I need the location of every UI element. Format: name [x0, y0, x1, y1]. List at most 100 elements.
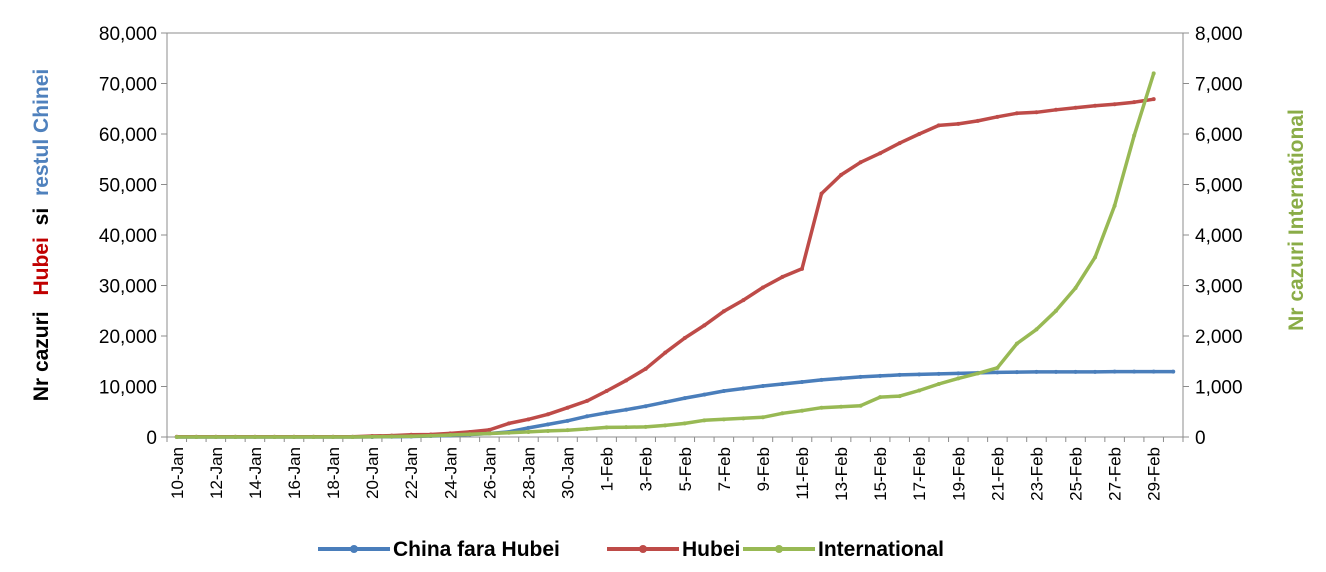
- series-3-point: [780, 411, 785, 416]
- series-1-point: [565, 418, 570, 423]
- series-3-point: [252, 435, 257, 439]
- y-axis-left-title-part-2: Hubei: [30, 237, 53, 295]
- series-1-point: [1093, 369, 1098, 374]
- series-1-point: [858, 374, 863, 379]
- series-3-point: [800, 408, 804, 413]
- series-3-point: [1093, 255, 1098, 260]
- series-3-point: [1151, 71, 1156, 76]
- y-right-tick-label: 8,000: [1195, 24, 1243, 45]
- series-3-point: [331, 435, 336, 439]
- series-3-point: [975, 371, 980, 376]
- series-1-point: [643, 404, 648, 409]
- y-right-tick-label: 1,000: [1195, 378, 1243, 399]
- series-3-point: [370, 434, 375, 439]
- series-2-point: [780, 274, 785, 279]
- series-1-point: [956, 371, 961, 376]
- series-1-point: [604, 410, 609, 415]
- y-axis-left-title-part-1: Nr cazuri: [30, 311, 53, 401]
- series-1-point: [585, 414, 590, 419]
- series-3-point: [604, 425, 609, 430]
- legend-label: China fara Hubei: [393, 538, 560, 561]
- series-1-point: [702, 392, 707, 397]
- series-3-point: [995, 365, 1000, 370]
- series-line-3: [176, 72, 1156, 439]
- series-3-point: [350, 435, 355, 439]
- series-2-point: [721, 309, 726, 314]
- x-tick-label: 9-Feb: [754, 447, 773, 491]
- x-tick-label: 26-Jan: [480, 447, 499, 499]
- series-1-point: [1132, 369, 1137, 374]
- series-2-point: [897, 141, 902, 146]
- series-1-point: [819, 377, 824, 382]
- y-axis-left-title-part-4: restul Chinei: [30, 69, 53, 196]
- legend: China fara Hubei Hubei International: [318, 538, 944, 561]
- series-1-point: [663, 400, 668, 405]
- x-tick-label: 5-Feb: [676, 447, 695, 491]
- series-3-point: [1073, 286, 1078, 291]
- series-1-point: [897, 372, 902, 377]
- x-tick-label: 19-Feb: [949, 447, 968, 501]
- y-left-tick-label: 50,000: [99, 176, 157, 197]
- x-tick-label: 10-Jan: [168, 447, 187, 499]
- series-3-point: [585, 426, 590, 431]
- series-1-point: [760, 383, 765, 388]
- legend-label: International: [818, 538, 944, 561]
- series-3-point: [1034, 327, 1039, 332]
- series-3-point: [428, 433, 433, 438]
- x-tick-label: 12-Jan: [207, 447, 226, 499]
- series-2-point: [956, 121, 961, 126]
- series-2-point: [1014, 111, 1019, 116]
- y-axis-right: 0 1,000 2,000 3,000 4,000 5,000 6,000 7,000 8,00…: [1183, 24, 1243, 449]
- series-3-point: [174, 435, 179, 439]
- y-left-tick-label: 0: [146, 428, 157, 449]
- x-tick-label: 28-Jan: [519, 447, 538, 499]
- x-tick-label: 29-Feb: [1145, 447, 1164, 501]
- x-tick-label: 18-Jan: [324, 447, 343, 499]
- series-2-point: [702, 323, 707, 328]
- series-3-point: [194, 435, 199, 439]
- series-3-point: [819, 405, 824, 410]
- series-2-point: [975, 118, 980, 123]
- series-1-point: [741, 386, 746, 391]
- series-3-point: [682, 421, 687, 426]
- series-3-point: [878, 395, 883, 400]
- y-right-tick-label: 5,000: [1195, 176, 1243, 197]
- x-tick-label: 3-Feb: [637, 447, 656, 491]
- series-3-point: [858, 403, 863, 408]
- y-right-tick-label: 7,000: [1195, 75, 1243, 96]
- series-2-point: [624, 378, 629, 383]
- x-tick-label: 21-Feb: [988, 447, 1007, 501]
- x-tick-label: 27-Feb: [1106, 447, 1125, 501]
- series-3-point: [546, 428, 550, 433]
- x-tick-label: 1-Feb: [598, 447, 617, 491]
- x-tick-label: 25-Feb: [1067, 447, 1086, 501]
- series-2-point: [1093, 103, 1098, 108]
- series-1-point: [878, 373, 883, 378]
- series-3-point: [1112, 203, 1117, 208]
- series-2-point: [741, 298, 746, 303]
- series-line-2: [176, 97, 1154, 439]
- y-right-tick-label: 2,000: [1195, 327, 1243, 348]
- plot-frame: [166, 32, 1184, 438]
- series-3-point: [741, 416, 746, 421]
- series-1-point: [1034, 369, 1039, 374]
- series-3-point: [702, 418, 707, 423]
- series-3-point: [1054, 308, 1058, 313]
- y-left-tick-label: 80,000: [99, 24, 157, 45]
- y-axis-left-title-part-3: si: [30, 208, 53, 226]
- series-3-point: [565, 428, 570, 433]
- x-tick-label: 15-Feb: [871, 447, 890, 501]
- series-3-point: [292, 435, 296, 439]
- series-line-1: [176, 369, 1174, 439]
- series-3-point: [663, 423, 668, 428]
- series-3-point: [233, 435, 238, 439]
- series-3-point: [643, 424, 648, 429]
- series-3-point: [936, 381, 941, 386]
- series-2-point: [663, 350, 668, 355]
- series-2-point: [839, 172, 844, 177]
- series-3-point: [272, 435, 277, 439]
- y-left-tick-label: 40,000: [99, 226, 157, 247]
- series-2-point: [1054, 107, 1058, 112]
- series-2-point: [1132, 100, 1137, 105]
